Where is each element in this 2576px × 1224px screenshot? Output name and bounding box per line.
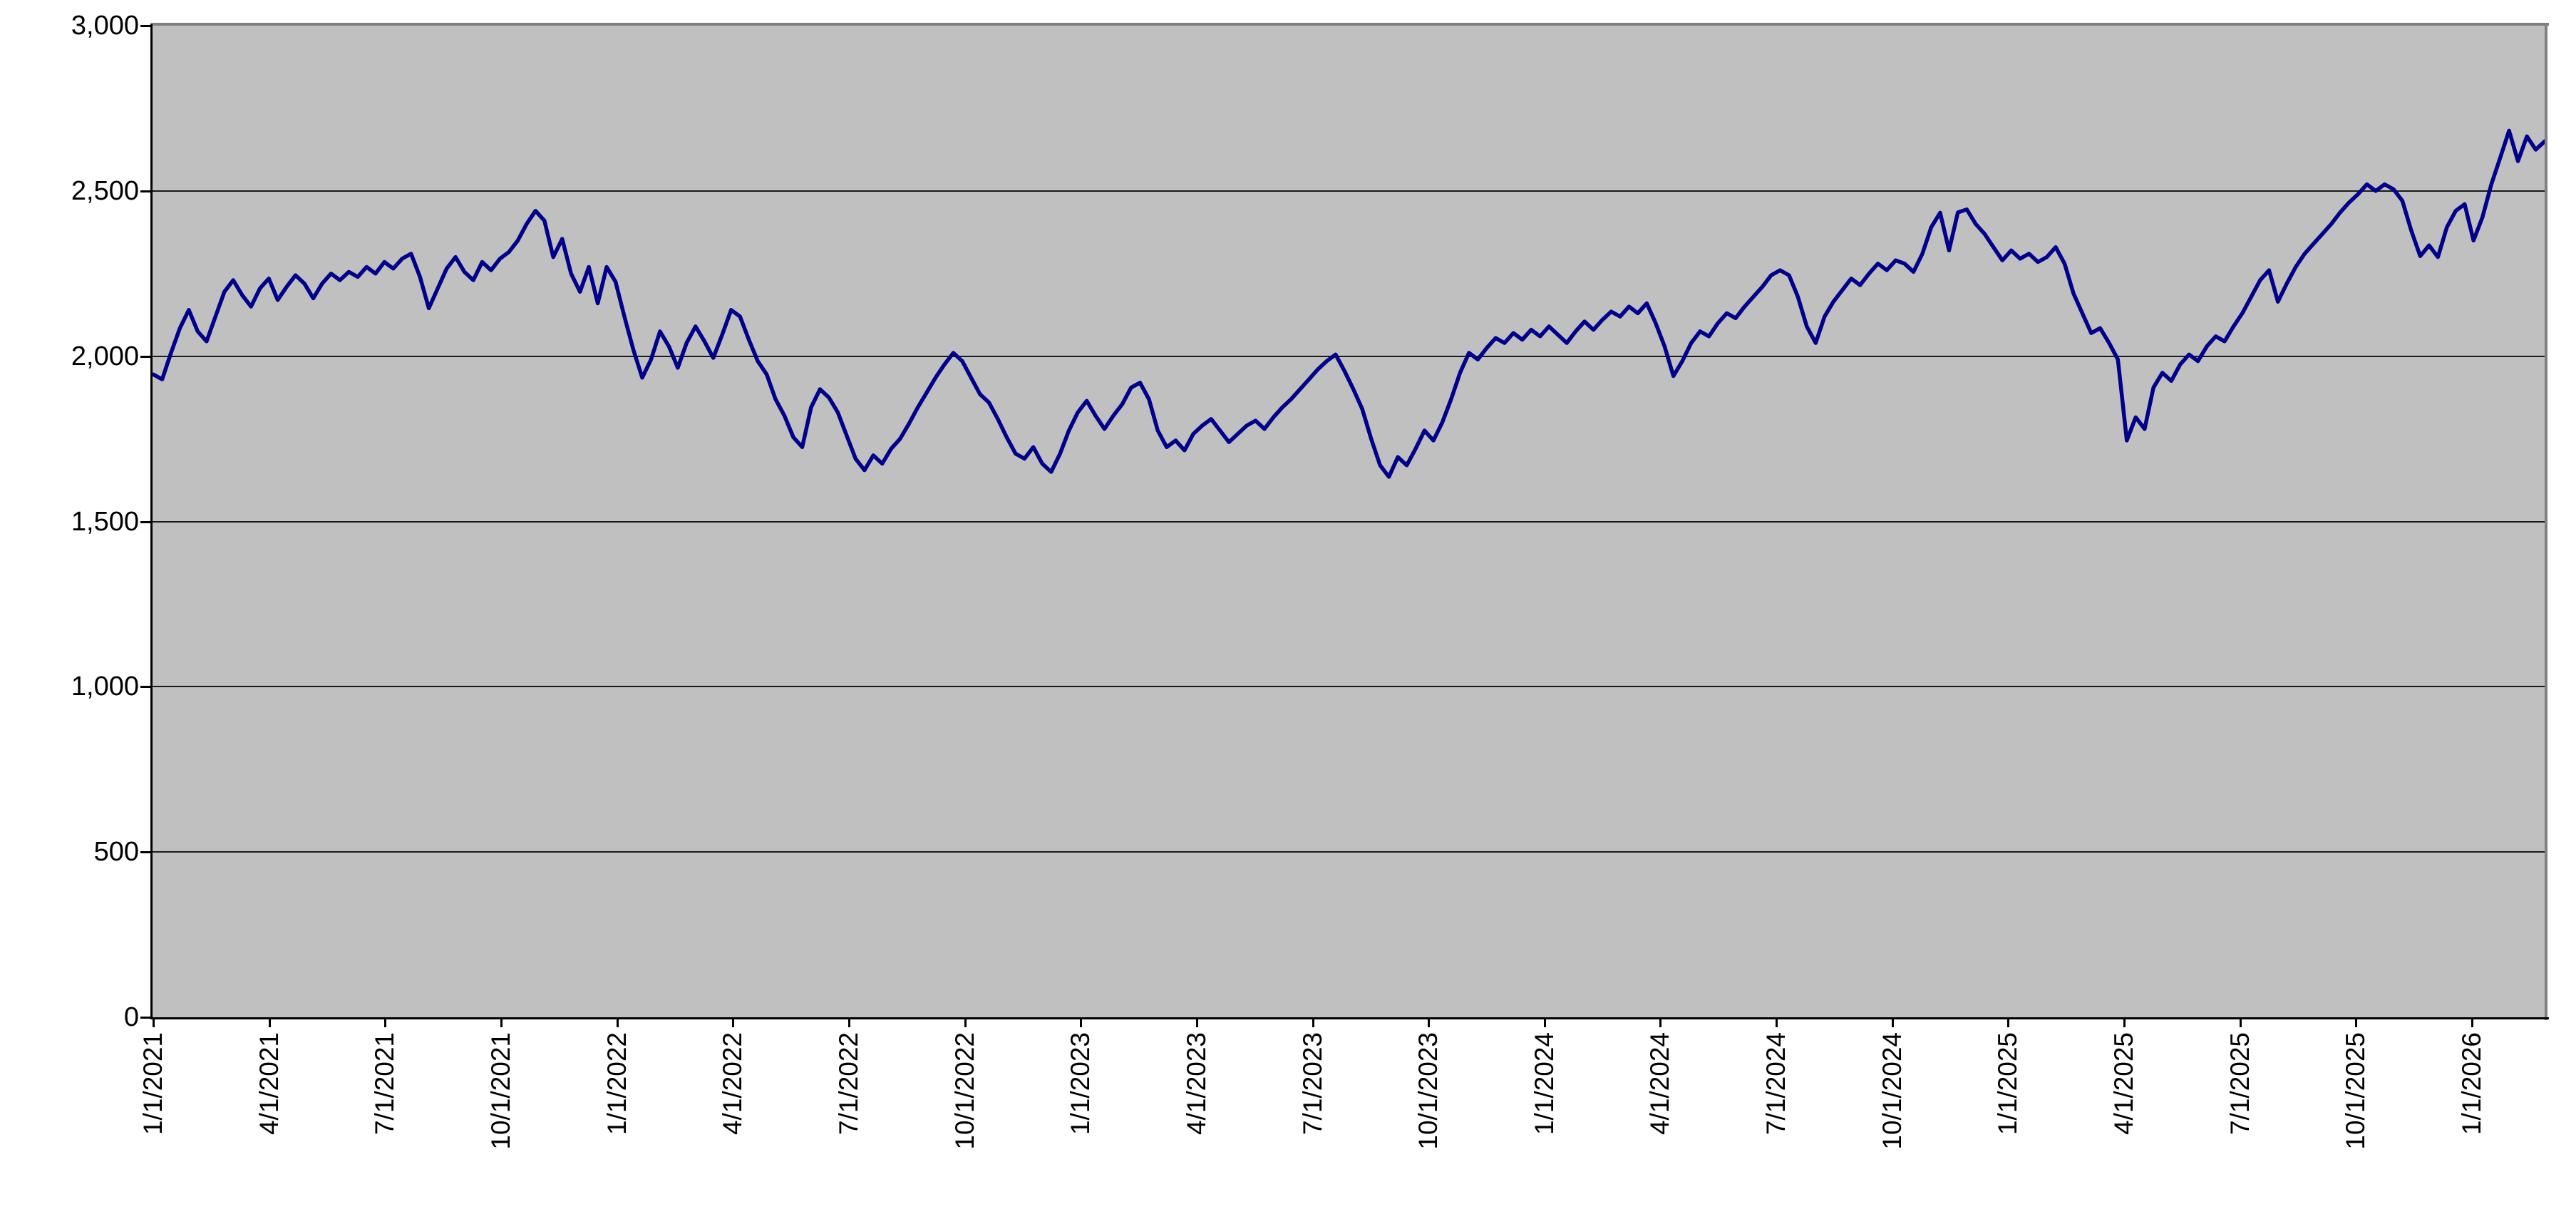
y-gridline bbox=[152, 355, 2545, 357]
y-axis-tick-label: 3,000 bbox=[71, 11, 139, 41]
x-axis-tick-label: 7/1/2022 bbox=[833, 1032, 863, 1136]
x-axis-tick-label: 10/1/2022 bbox=[949, 1032, 979, 1150]
x-axis-tick-label: 4/1/2021 bbox=[254, 1032, 284, 1136]
x-axis-tick-label: 7/1/2023 bbox=[1297, 1032, 1327, 1136]
x-axis-tick bbox=[964, 1017, 967, 1027]
y-axis-tick-label: 2,500 bbox=[71, 175, 139, 206]
x-axis-tick-label: 4/1/2023 bbox=[1181, 1032, 1211, 1136]
x-axis-tick bbox=[1428, 1017, 1431, 1027]
price-line bbox=[151, 128, 2547, 479]
y-axis-tick-label: 1,500 bbox=[71, 506, 139, 537]
plot-border-right bbox=[2545, 23, 2547, 1020]
x-axis-tick-label: 1/1/2023 bbox=[1066, 1032, 1096, 1136]
x-axis-tick bbox=[1891, 1017, 1894, 1027]
y-gridline bbox=[152, 851, 2545, 853]
x-axis-tick-label: 10/1/2025 bbox=[2341, 1032, 2371, 1150]
x-axis-tick bbox=[2471, 1017, 2473, 1027]
plot-border-top bbox=[150, 23, 2549, 26]
x-axis-tick bbox=[2123, 1017, 2126, 1027]
x-axis-tick bbox=[2239, 1017, 2242, 1027]
x-axis-tick bbox=[153, 1017, 155, 1027]
x-axis-tick bbox=[1659, 1017, 1662, 1027]
x-axis-tick-label: 1/1/2024 bbox=[1529, 1032, 1559, 1136]
y-axis-tick bbox=[140, 851, 152, 854]
y-axis-tick-label: 1,000 bbox=[71, 672, 139, 702]
y-axis-tick bbox=[140, 355, 152, 358]
y-axis-tick-label: 2,000 bbox=[71, 341, 139, 371]
x-axis-tick-label: 7/1/2021 bbox=[370, 1032, 400, 1136]
x-axis-tick-label: 1/1/2025 bbox=[1993, 1032, 2023, 1136]
x-axis-tick-label: 7/1/2025 bbox=[2225, 1032, 2255, 1136]
x-axis-tick bbox=[732, 1017, 735, 1027]
x-axis-tick-label: 1/1/2026 bbox=[2457, 1032, 2486, 1136]
x-axis-tick-label: 4/1/2024 bbox=[1645, 1032, 1675, 1136]
x-axis-tick-label: 10/1/2021 bbox=[485, 1032, 515, 1150]
x-axis-tick-label: 10/1/2023 bbox=[1413, 1032, 1443, 1150]
x-axis-tick bbox=[847, 1017, 850, 1027]
y-axis-tick bbox=[140, 686, 152, 689]
y-gridline bbox=[152, 520, 2545, 523]
x-axis-tick bbox=[500, 1017, 503, 1027]
x-axis-tick bbox=[1312, 1017, 1314, 1027]
x-axis-tick bbox=[1543, 1017, 1546, 1027]
x-axis-tick bbox=[2007, 1017, 2010, 1027]
y-axis-tick-label: 0 bbox=[123, 1002, 139, 1032]
x-axis-tick bbox=[2355, 1017, 2358, 1027]
x-axis-line bbox=[150, 1017, 2549, 1019]
y-gridline bbox=[152, 190, 2545, 192]
x-axis-tick-label: 4/1/2022 bbox=[718, 1032, 748, 1136]
y-axis-tick bbox=[140, 1017, 152, 1019]
x-axis-tick bbox=[268, 1017, 271, 1027]
x-axis-tick bbox=[1195, 1017, 1198, 1027]
x-axis-tick bbox=[384, 1017, 387, 1027]
x-axis-tick-label: 7/1/2024 bbox=[1761, 1032, 1791, 1136]
x-axis-tick-label: 10/1/2024 bbox=[1877, 1032, 1907, 1150]
x-axis-tick bbox=[1776, 1017, 1778, 1027]
y-axis-tick-label: 500 bbox=[93, 837, 139, 868]
x-axis-tick-label: 4/1/2025 bbox=[2109, 1032, 2139, 1136]
x-axis-tick-label: 1/1/2021 bbox=[138, 1032, 168, 1136]
x-axis-tick-label: 1/1/2022 bbox=[602, 1032, 632, 1136]
y-axis-tick bbox=[140, 25, 152, 27]
y-axis-tick bbox=[140, 190, 152, 192]
x-axis-tick bbox=[1080, 1017, 1083, 1027]
y-axis-tick bbox=[140, 520, 152, 523]
x-axis-tick bbox=[616, 1017, 619, 1027]
y-gridline bbox=[152, 686, 2545, 688]
